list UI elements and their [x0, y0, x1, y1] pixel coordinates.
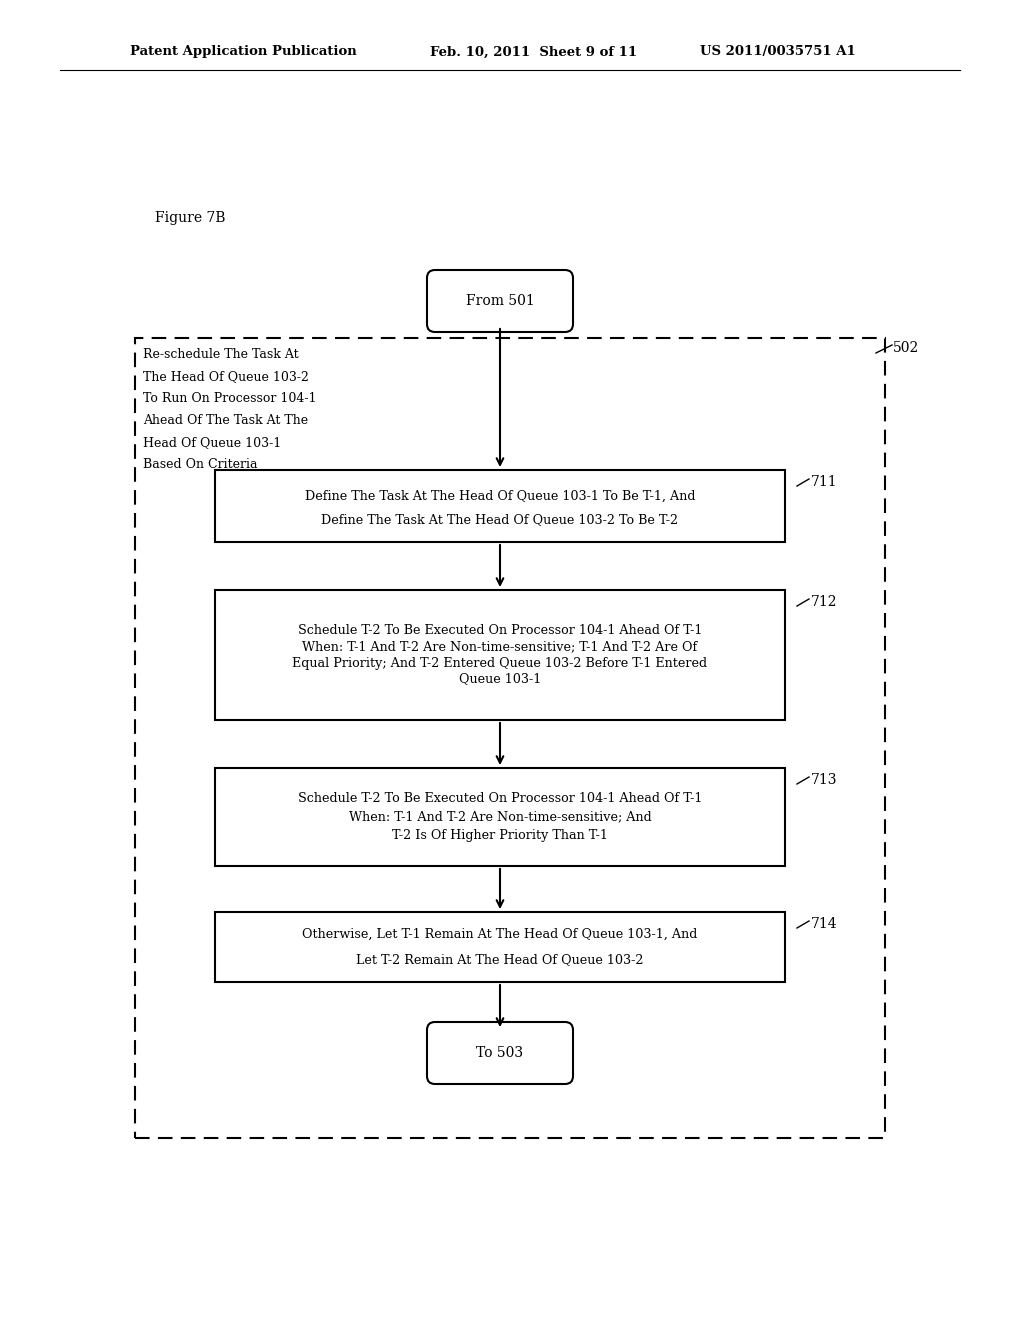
Text: When: T-1 And T-2 Are Non-time-sensitive; T-1 And T-2 Are Of: When: T-1 And T-2 Are Non-time-sensitive… [302, 640, 697, 653]
Text: Equal Priority; And T-2 Entered Queue 103-2 Before T-1 Entered: Equal Priority; And T-2 Entered Queue 10… [293, 656, 708, 669]
Bar [135, 338, 885, 1138]
Text: Schedule T-2 To Be Executed On Processor 104-1 Ahead Of T-1: Schedule T-2 To Be Executed On Processor… [298, 624, 702, 638]
Bar [215, 590, 785, 719]
Text: 712: 712 [811, 595, 838, 609]
Text: Ahead Of The Task At The: Ahead Of The Task At The [143, 414, 308, 428]
Bar [215, 912, 785, 982]
Text: 714: 714 [811, 917, 838, 931]
Text: Queue 103-1: Queue 103-1 [459, 672, 541, 685]
Text: 502: 502 [893, 341, 920, 355]
Text: Feb. 10, 2011  Sheet 9 of 11: Feb. 10, 2011 Sheet 9 of 11 [430, 45, 637, 58]
Text: Head Of Queue 103-1: Head Of Queue 103-1 [143, 437, 282, 450]
Text: US 2011/0035751 A1: US 2011/0035751 A1 [700, 45, 856, 58]
Text: Re-schedule The Task At: Re-schedule The Task At [143, 348, 299, 362]
Text: Patent Application Publication: Patent Application Publication [130, 45, 356, 58]
Text: T-2 Is Of Higher Priority Than T-1: T-2 Is Of Higher Priority Than T-1 [392, 829, 608, 842]
Text: Otherwise, Let T-1 Remain At The Head Of Queue 103-1, And: Otherwise, Let T-1 Remain At The Head Of… [302, 928, 697, 940]
Text: Define The Task At The Head Of Queue 103-1 To Be T-1, And: Define The Task At The Head Of Queue 103… [305, 490, 695, 503]
Text: Define The Task At The Head Of Queue 103-2 To Be T-2: Define The Task At The Head Of Queue 103… [322, 513, 679, 527]
Text: To 503: To 503 [476, 1045, 523, 1060]
Bar [215, 470, 785, 543]
Text: The Head Of Queue 103-2: The Head Of Queue 103-2 [143, 371, 309, 384]
Text: 711: 711 [811, 475, 838, 488]
Text: 713: 713 [811, 774, 838, 787]
FancyBboxPatch shape [427, 1022, 573, 1084]
Text: Figure 7B: Figure 7B [155, 211, 225, 224]
Text: To Run On Processor 104-1: To Run On Processor 104-1 [143, 392, 316, 405]
Text: When: T-1 And T-2 Are Non-time-sensitive; And: When: T-1 And T-2 Are Non-time-sensitive… [348, 810, 651, 824]
Text: Based On Criteria: Based On Criteria [143, 458, 257, 471]
FancyBboxPatch shape [427, 271, 573, 333]
Bar [215, 768, 785, 866]
Text: From 501: From 501 [466, 294, 535, 308]
Text: Schedule T-2 To Be Executed On Processor 104-1 Ahead Of T-1: Schedule T-2 To Be Executed On Processor… [298, 792, 702, 805]
Text: Let T-2 Remain At The Head Of Queue 103-2: Let T-2 Remain At The Head Of Queue 103-… [356, 953, 644, 966]
